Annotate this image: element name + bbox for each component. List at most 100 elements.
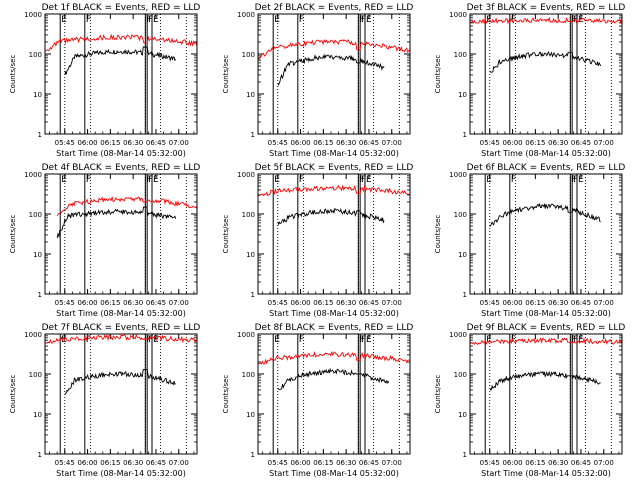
interval-marker-label: F	[359, 335, 364, 345]
y-tick-label: 1	[463, 451, 467, 459]
x-tick-label: 06:15	[313, 459, 333, 467]
x-tick-label: 06:15	[313, 139, 333, 147]
series-line-events	[277, 207, 385, 226]
interval-marker-label: F	[573, 175, 578, 185]
x-tick-label: 06:15	[100, 459, 120, 467]
y-axis-label: Counts/sec	[434, 375, 442, 414]
interval-marker-label: F	[359, 15, 364, 25]
series-line-events	[489, 202, 601, 227]
x-tick-label: 06:30	[548, 139, 568, 147]
plot-frame	[257, 333, 411, 455]
series-line-events	[277, 367, 390, 391]
y-axis-label: Counts/sec	[222, 375, 230, 414]
y-tick-label: 1	[463, 131, 467, 139]
y-tick-label: 1	[38, 131, 42, 139]
panel-det-9: Det 9f BLACK = Events, RED = LLD Counts/s…	[434, 323, 625, 478]
y-tick-label: 100	[29, 211, 42, 219]
x-tick-label: 06:45	[146, 139, 166, 147]
y-tick-label: 100	[29, 51, 42, 59]
series-line-lld	[257, 350, 411, 365]
x-tick-label: 06:15	[100, 139, 120, 147]
panel-det-7: Det 7f BLACK = Events, RED = LLD Counts/s…	[9, 323, 200, 478]
panel-det-3: Det 3f BLACK = Events, RED = LLD Counts/s…	[434, 3, 625, 158]
interval-marker-label: F	[571, 175, 576, 185]
interval-marker-label: E	[274, 335, 280, 345]
series-line-lld	[44, 33, 198, 52]
interval-marker-label: F	[361, 335, 366, 345]
x-axis-label: Start Time (08-Mar-14 05:32:00)	[481, 309, 611, 318]
x-tick-label: 07:00	[382, 139, 402, 147]
y-axis-label: Counts/sec	[222, 215, 230, 254]
x-axis-label: Start Time (08-Mar-14 05:32:00)	[481, 149, 611, 158]
x-axis-label: Start Time (08-Mar-14 05:32:00)	[56, 309, 186, 318]
y-axis-label: Counts/sec	[9, 215, 17, 254]
x-tick-label: 06:45	[571, 299, 591, 307]
interval-marker-label: E	[274, 15, 280, 25]
interval-marker-label: E	[153, 15, 159, 25]
y-tick-label: 1	[38, 451, 42, 459]
y-tick-label: 1000	[24, 331, 42, 339]
x-tick-label: 05:45	[268, 459, 288, 467]
y-axis-label: Counts/sec	[222, 55, 230, 94]
interval-marker-label: E	[366, 335, 372, 345]
interval-marker-label: E	[61, 15, 67, 25]
panel-title: Det 7f BLACK = Events, RED = LLD	[42, 323, 201, 333]
interval-marker-label: F	[148, 15, 153, 25]
interval-marker-label: F	[571, 335, 576, 345]
y-tick-label: 1	[251, 451, 255, 459]
panel-det-8: Det 8f BLACK = Events, RED = LLD Counts/s…	[222, 323, 413, 478]
x-tick-label: 06:30	[336, 459, 356, 467]
x-tick-label: 06:30	[336, 139, 356, 147]
y-tick-label: 10	[458, 91, 467, 99]
panel-title: Det 1f BLACK = Events, RED = LLD	[42, 3, 201, 13]
series-line-events	[64, 368, 176, 396]
interval-marker-label: E	[578, 175, 584, 185]
interval-marker-label: F	[361, 15, 366, 25]
interval-marker-label: F	[86, 175, 91, 185]
x-tick-label: 05:45	[268, 139, 288, 147]
panel-det-2: Det 2f BLACK = Events, RED = LLD Counts/s…	[222, 3, 413, 158]
y-tick-label: 100	[454, 211, 467, 219]
x-tick-label: 06:30	[548, 459, 568, 467]
y-tick-label: 1000	[24, 171, 42, 179]
y-tick-label: 100	[242, 51, 255, 59]
interval-marker-label: E	[366, 15, 372, 25]
y-tick-label: 10	[458, 251, 467, 259]
y-tick-label: 1000	[237, 11, 255, 19]
y-tick-label: 1	[251, 131, 255, 139]
panel-title: Det 4f BLACK = Events, RED = LLD	[42, 163, 201, 173]
series-line-events	[489, 370, 601, 391]
x-tick-label: 05:45	[55, 139, 75, 147]
interval-marker-label: F	[511, 175, 516, 185]
y-tick-label: 100	[242, 371, 255, 379]
x-tick-label: 06:45	[146, 299, 166, 307]
y-tick-label: 100	[242, 211, 255, 219]
x-tick-label: 07:00	[382, 459, 402, 467]
x-tick-label: 06:30	[123, 299, 143, 307]
x-tick-label: 05:45	[480, 139, 500, 147]
y-tick-label: 10	[458, 411, 467, 419]
plot-frame	[44, 333, 198, 455]
interval-marker-label: E	[486, 175, 492, 185]
x-tick-label: 06:00	[77, 139, 97, 147]
x-tick-label: 06:15	[525, 139, 545, 147]
x-tick-label: 07:00	[594, 459, 614, 467]
x-tick-label: 06:00	[502, 299, 522, 307]
x-tick-label: 06:30	[548, 299, 568, 307]
y-tick-label: 1000	[237, 171, 255, 179]
series-line-lld	[257, 184, 411, 197]
x-tick-label: 06:00	[290, 299, 310, 307]
interval-marker-label: E	[153, 175, 159, 185]
interval-marker-label: E	[366, 175, 372, 185]
interval-marker-label: E	[61, 175, 67, 185]
interval-marker-label: F	[148, 335, 153, 345]
x-tick-label: 07:00	[169, 139, 189, 147]
x-tick-label: 06:30	[123, 139, 143, 147]
x-tick-label: 05:45	[55, 299, 75, 307]
series-line-lld	[469, 337, 623, 346]
plot-frame	[257, 13, 411, 135]
x-tick-label: 07:00	[169, 459, 189, 467]
y-tick-label: 1000	[449, 171, 467, 179]
x-tick-label: 05:45	[268, 299, 288, 307]
